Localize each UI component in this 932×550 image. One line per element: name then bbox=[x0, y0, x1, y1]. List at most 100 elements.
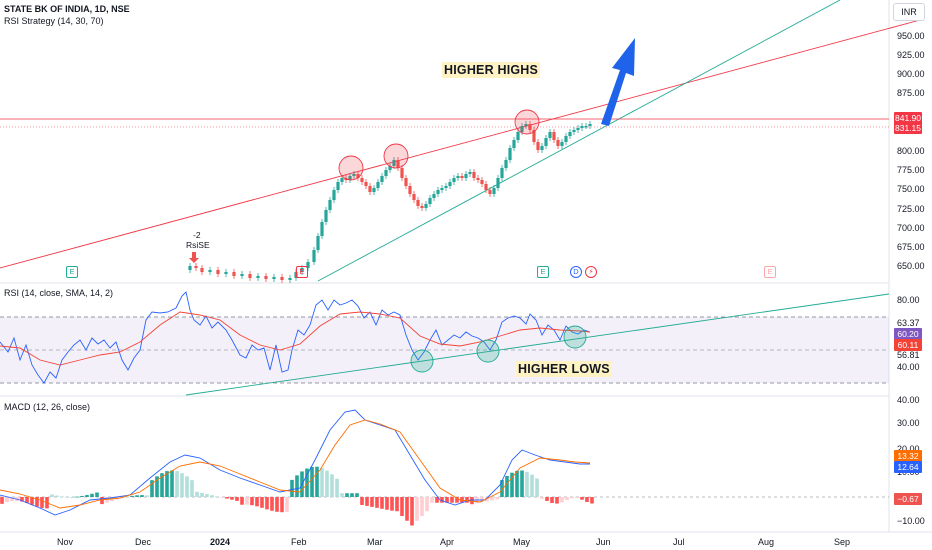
candle bbox=[368, 186, 372, 192]
macd-signal-line bbox=[0, 419, 591, 509]
macd-histogram-bar bbox=[140, 495, 144, 497]
price-axis-tick: 650.00 bbox=[897, 261, 925, 271]
candle bbox=[396, 160, 400, 168]
price-badge-low: 831.15 bbox=[894, 122, 922, 134]
candle bbox=[324, 210, 328, 222]
candle bbox=[360, 178, 364, 182]
candle bbox=[532, 130, 536, 142]
rsi-panel-title[interactable]: RSI (14, close, SMA, 14, 2) bbox=[4, 288, 114, 298]
macd-histogram-bar bbox=[490, 497, 494, 501]
candle bbox=[264, 276, 268, 279]
macd-histogram-bar bbox=[40, 497, 44, 508]
macd-histogram-bar bbox=[500, 480, 504, 497]
candle bbox=[576, 128, 580, 130]
macd-histogram-bar bbox=[205, 494, 209, 497]
rsi-sma-badge: 60.11 bbox=[894, 339, 922, 351]
candle bbox=[240, 274, 244, 276]
macd-histogram-bar bbox=[230, 497, 234, 500]
candle bbox=[480, 180, 484, 184]
candle bbox=[520, 126, 524, 132]
candle bbox=[256, 276, 260, 278]
candle bbox=[300, 268, 304, 272]
price-axis-tick: 750.00 bbox=[897, 184, 925, 194]
earnings-event-icon[interactable]: E bbox=[537, 266, 549, 278]
macd-line bbox=[0, 409, 590, 516]
macd-histogram-bar bbox=[90, 493, 94, 497]
strategy-label[interactable]: RSI Strategy (14, 30, 70) bbox=[4, 16, 104, 26]
macd-histogram-bar bbox=[355, 493, 359, 497]
macd-histogram-bar bbox=[370, 497, 374, 507]
macd-histogram-bar bbox=[185, 476, 189, 497]
dividend-event-icon[interactable]: D bbox=[570, 266, 582, 278]
time-axis-label: Nov bbox=[57, 537, 74, 547]
earnings-event-icon[interactable]: E bbox=[296, 266, 308, 278]
macd-histogram-bar bbox=[125, 496, 129, 498]
candle bbox=[508, 148, 512, 160]
time-axis-label: Feb bbox=[291, 537, 307, 547]
macd-histogram-bar bbox=[200, 492, 204, 497]
candle bbox=[500, 168, 504, 178]
candle bbox=[272, 277, 276, 279]
macd-axis-tick: 30.00 bbox=[897, 418, 920, 428]
time-axis-label: Aug bbox=[758, 537, 775, 547]
split-event-icon[interactable]: ⚡ bbox=[585, 266, 597, 278]
sell-signal-arrow bbox=[189, 252, 199, 263]
candle bbox=[528, 124, 532, 130]
higher-highs-annotation[interactable]: HIGHER HIGHS bbox=[442, 62, 541, 78]
currency-button[interactable]: INR bbox=[893, 3, 925, 21]
macd-histogram-bar bbox=[35, 497, 39, 507]
candle bbox=[512, 140, 516, 148]
macd-histogram-bar bbox=[235, 497, 239, 501]
candle bbox=[348, 176, 352, 180]
macd-histogram-bar bbox=[505, 475, 509, 497]
macd-histogram-bar bbox=[285, 497, 289, 512]
macd-histogram-bar bbox=[520, 470, 524, 497]
macd-axis-tick: 40.00 bbox=[897, 395, 920, 405]
macd-histogram-bar bbox=[275, 497, 279, 512]
macd-histogram-bar bbox=[495, 497, 499, 500]
earnings-event-icon[interactable]: E bbox=[66, 266, 78, 278]
price-axis-tick: 775.00 bbox=[897, 165, 925, 175]
candle bbox=[194, 266, 198, 268]
macd-histogram-bar bbox=[280, 497, 284, 513]
candle bbox=[224, 272, 228, 274]
candle bbox=[504, 160, 508, 168]
macd-histogram-bar bbox=[450, 497, 454, 503]
candle bbox=[556, 140, 560, 146]
candle bbox=[328, 200, 332, 210]
macd-histogram-bar bbox=[360, 497, 364, 505]
rsi-axis-tick: 40.00 bbox=[897, 362, 920, 372]
macd-histogram-bar bbox=[75, 496, 79, 498]
candle bbox=[412, 194, 416, 200]
candle bbox=[312, 250, 316, 262]
macd-histogram-bar bbox=[165, 471, 169, 497]
macd-histogram-bar bbox=[410, 497, 414, 526]
macd-histogram-bar bbox=[0, 497, 4, 504]
macd-histogram-bar bbox=[560, 497, 564, 503]
macd-histogram-bar bbox=[545, 497, 549, 501]
candle bbox=[380, 176, 384, 182]
candle bbox=[488, 190, 492, 194]
macd-histogram-bar bbox=[515, 470, 519, 497]
symbol-title[interactable]: STATE BK OF INDIA, 1D, NSE bbox=[4, 4, 130, 14]
macd-histogram-bar bbox=[20, 497, 24, 502]
macd-histogram-bar bbox=[435, 497, 439, 503]
macd-histogram-bar bbox=[400, 497, 404, 516]
higher-lows-annotation[interactable]: HIGHER LOWS bbox=[516, 361, 612, 377]
candle bbox=[536, 142, 540, 150]
macd-panel-title[interactable]: MACD (12, 26, close) bbox=[4, 402, 91, 412]
macd-histogram-bar bbox=[320, 467, 324, 497]
macd-signal-badge: 13.32 bbox=[894, 450, 922, 462]
time-axis-label: Sep bbox=[834, 537, 851, 547]
higher-high-marker bbox=[514, 109, 540, 135]
earnings-event-icon[interactable]: E bbox=[764, 266, 776, 278]
macd-histogram-bar bbox=[220, 497, 224, 498]
macd-histogram-bar bbox=[50, 494, 54, 497]
candle bbox=[444, 186, 448, 188]
candle bbox=[432, 194, 436, 198]
macd-histogram-bar bbox=[325, 470, 329, 497]
candle bbox=[216, 270, 220, 274]
macd-histogram-bar bbox=[575, 497, 579, 499]
candle bbox=[332, 190, 336, 200]
